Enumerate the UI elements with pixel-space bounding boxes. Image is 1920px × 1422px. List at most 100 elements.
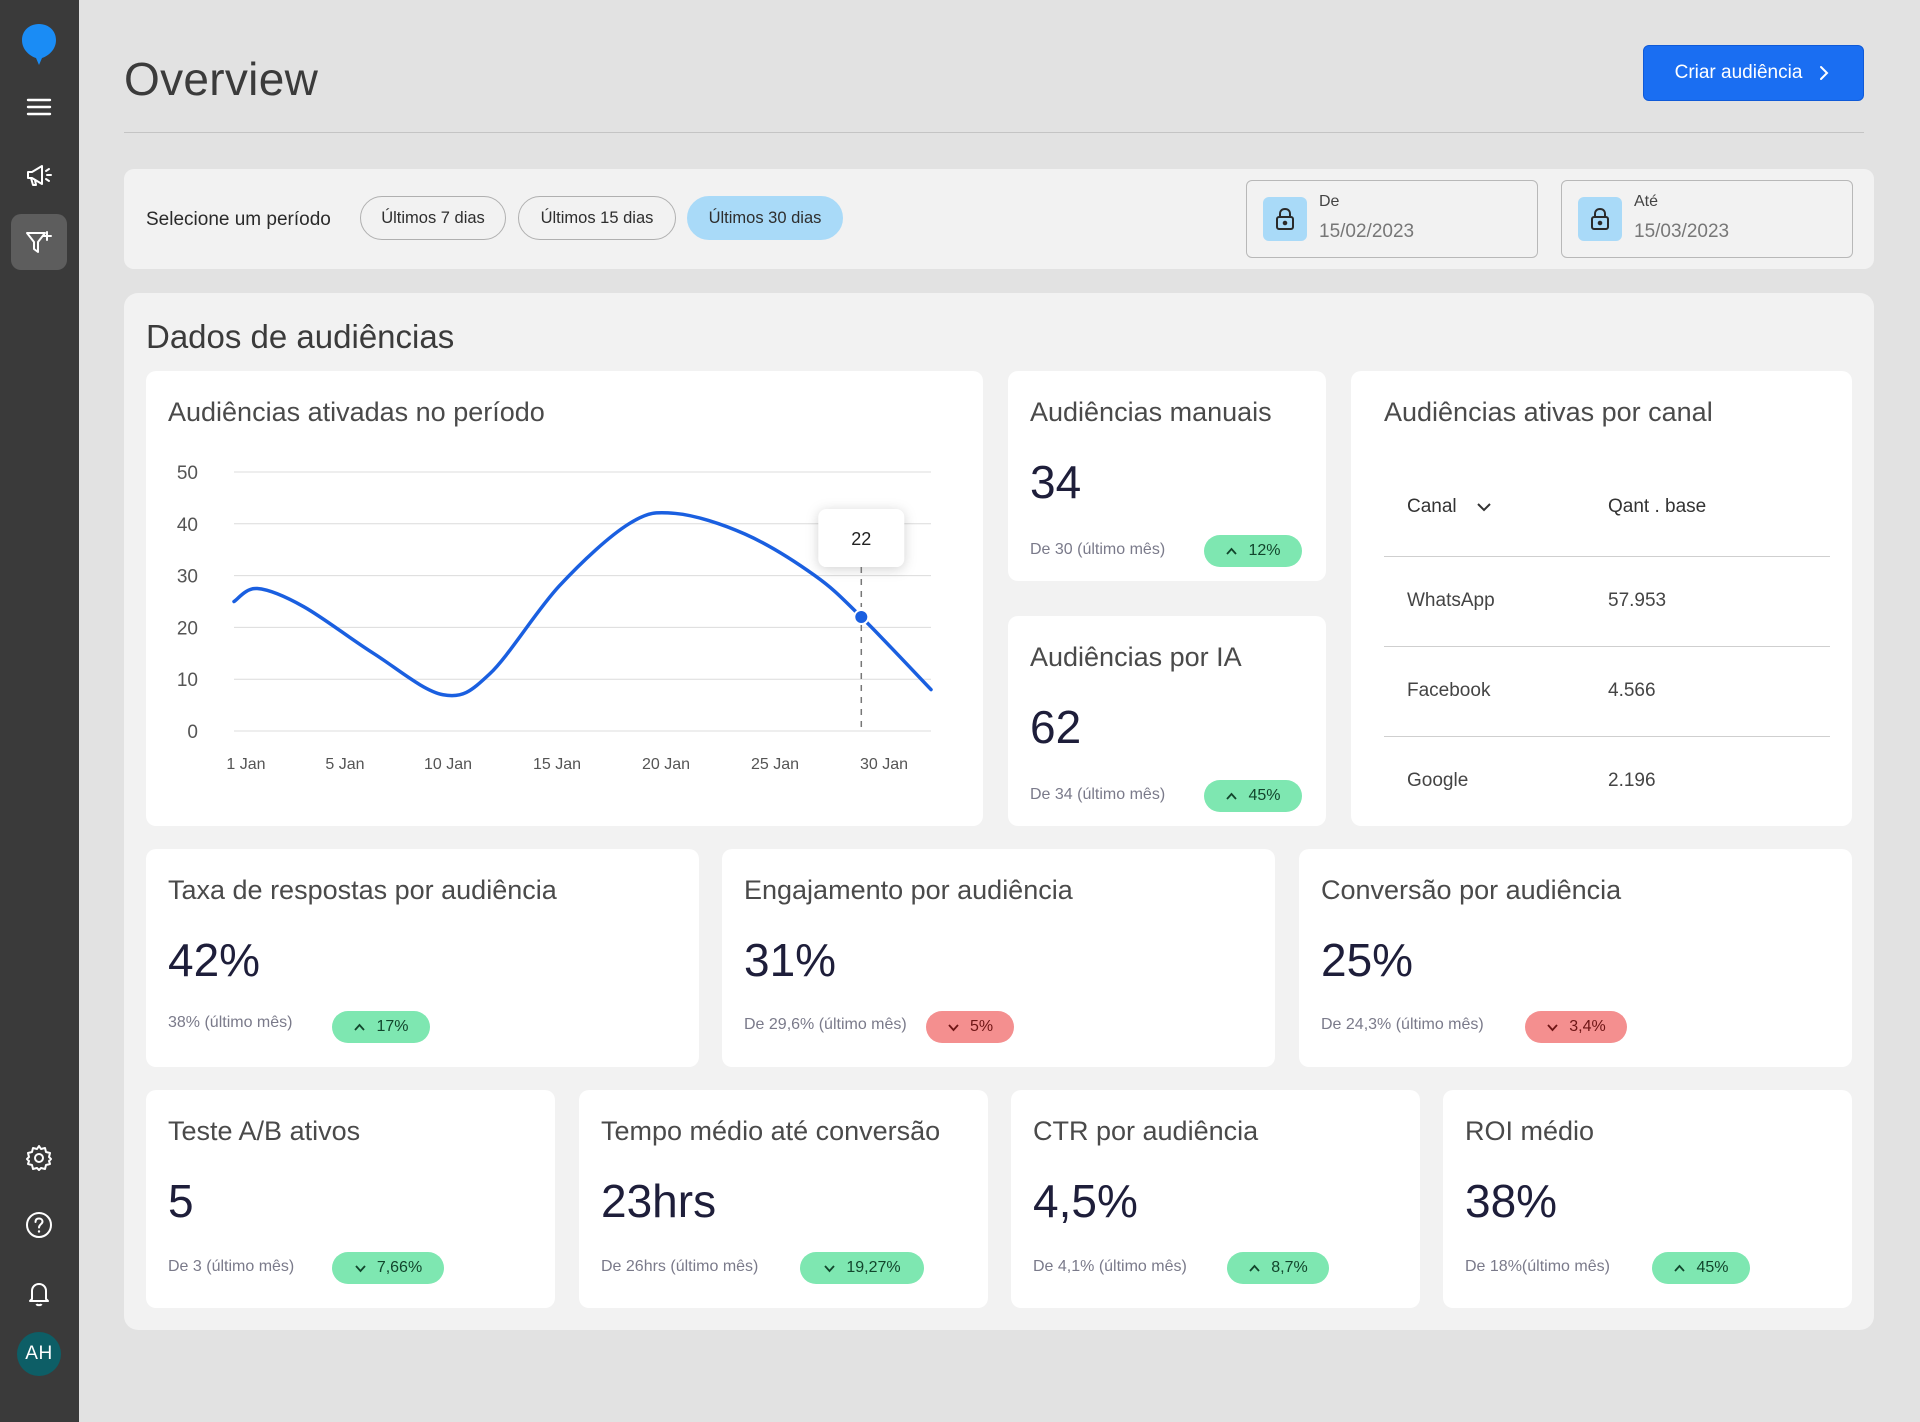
metric-change-badge: 8,7% — [1227, 1252, 1329, 1284]
x-tick-label: 25 Jan — [751, 756, 799, 773]
metric-previous: De 24,3% (último mês) — [1321, 1016, 1484, 1033]
channel-name: Google — [1407, 770, 1469, 791]
y-tick-label: 50 — [177, 463, 198, 484]
x-tick-label: 15 Jan — [533, 756, 581, 773]
panel-title: Dados de audiências — [146, 318, 455, 355]
manual-audiences-card: Audiências manuais 34 De 30 (último mês)… — [1008, 371, 1326, 581]
engagement-card: Engajamento por audiência 31% De 29,6% (… — [722, 849, 1275, 1067]
x-tick-label: 1 Jan — [226, 756, 265, 773]
chevron-up-icon — [1249, 1264, 1260, 1272]
date-from-value: 15/02/2023 — [1319, 221, 1415, 242]
x-tick-label: 30 Jan — [860, 756, 908, 773]
line-chart: 50 40 30 20 10 0 1 Jan 5 Jan 10 Jan 15 Jan 20 Jan… — [177, 463, 933, 773]
roi-card: ROI médio 38% De 18%(último mês) 45% — [1443, 1090, 1852, 1308]
metric-value: 38% — [1465, 1175, 1558, 1227]
y-tick-label: 20 — [177, 618, 198, 639]
ai-change-badge: 45% — [1204, 780, 1302, 812]
period-7-days-button[interactable]: Últimos 7 dias — [360, 196, 506, 240]
avg-conversion-time-card: Tempo médio até conversão 23hrs De 26hrs… — [579, 1090, 988, 1308]
metric-previous: 38% (último mês) — [168, 1014, 293, 1031]
chevron-up-icon — [354, 1023, 366, 1031]
megaphone-icon[interactable] — [11, 147, 67, 203]
x-tick-label: 20 Jan — [642, 756, 690, 773]
metric-change: 5% — [969, 1018, 994, 1035]
settings-icon[interactable] — [11, 1130, 67, 1186]
base-column-header: Qant . base — [1608, 496, 1706, 518]
activated-audiences-chart-card: Audiências ativadas no período 50 40 30 20 1… — [146, 371, 983, 826]
metric-title: Conversão por audiência — [1321, 875, 1622, 905]
create-audience-button[interactable]: Criar audiência — [1643, 45, 1864, 101]
metric-value: 5 — [168, 1175, 194, 1227]
chevron-right-icon — [1820, 66, 1829, 80]
metric-previous: De 18%(último mês) — [1465, 1258, 1610, 1275]
app-logo[interactable] — [20, 22, 58, 66]
metric-value: 4,5% — [1033, 1175, 1138, 1227]
date-to-value: 15/03/2023 — [1634, 221, 1730, 242]
y-tick-label: 40 — [177, 515, 198, 536]
highlight-point[interactable] — [853, 609, 870, 626]
table-divider — [1384, 556, 1830, 557]
chart-tooltip: 22 — [818, 509, 905, 608]
filter-add-icon[interactable] — [11, 214, 67, 270]
metric-previous: De 3 (último mês) — [168, 1258, 295, 1275]
date-from-field[interactable]: De 15/02/2023 — [1246, 180, 1538, 258]
metric-title: Teste A/B ativos — [168, 1116, 361, 1146]
manual-change: 12% — [1248, 542, 1281, 559]
channel-column-label: Canal — [1407, 496, 1457, 517]
metric-title: Engajamento por audiência — [744, 875, 1073, 905]
avatar[interactable]: AH — [17, 1332, 61, 1376]
x-tick-label: 5 Jan — [325, 756, 364, 773]
metric-change-badge: 17% — [332, 1011, 430, 1043]
table-divider — [1384, 646, 1830, 647]
y-tick-label: 0 — [187, 722, 198, 743]
channel-column-header[interactable]: Canal — [1407, 496, 1493, 518]
chart-title: Audiências ativadas no período — [168, 397, 545, 427]
ai-previous: De 34 (último mês) — [1030, 786, 1166, 803]
help-icon[interactable] — [11, 1197, 67, 1253]
manual-change-badge: 12% — [1204, 535, 1302, 567]
ctr-card: CTR por audiência 4,5% De 4,1% (último m… — [1011, 1090, 1420, 1308]
lock-icon — [1263, 197, 1307, 241]
header-divider — [124, 132, 1864, 133]
ai-change: 45% — [1248, 787, 1281, 804]
channel-name: WhatsApp — [1407, 590, 1495, 611]
metric-previous: De 26hrs (último mês) — [601, 1258, 759, 1275]
menu-icon[interactable] — [11, 79, 67, 135]
date-to-caption: Até — [1634, 193, 1659, 210]
metric-change: 19,27% — [846, 1259, 901, 1276]
metric-value: 31% — [744, 934, 837, 986]
page-title: Overview — [124, 53, 319, 105]
period-15-days-button[interactable]: Últimos 15 dias — [518, 196, 676, 240]
metric-previous: De 29,6% (último mês) — [744, 1016, 907, 1033]
metric-title: Taxa de respostas por audiência — [168, 875, 557, 905]
chevron-up-icon — [1226, 547, 1238, 555]
channel-base: 2.196 — [1608, 770, 1656, 791]
date-from-caption: De — [1319, 193, 1340, 210]
ai-title: Audiências por IA — [1030, 642, 1242, 672]
manual-title: Audiências manuais — [1030, 397, 1272, 427]
create-audience-label: Criar audiência — [1674, 62, 1803, 83]
metric-change-badge: 3,4% — [1525, 1011, 1627, 1043]
period-filter-bar: Selecione um período Últimos 7 dias Últi… — [124, 169, 1874, 269]
ai-audiences-card: Audiências por IA 62 De 34 (último mês) … — [1008, 616, 1326, 826]
channel-base: 4.566 — [1608, 680, 1656, 701]
channel-base: 57.953 — [1608, 590, 1667, 611]
metric-change-badge: 7,66% — [332, 1252, 444, 1284]
metric-change-badge: 19,27% — [800, 1252, 924, 1284]
metric-change: 3,4% — [1569, 1018, 1606, 1035]
metric-change: 17% — [376, 1018, 409, 1035]
series-line — [232, 510, 933, 698]
chevron-down-icon — [1547, 1023, 1558, 1031]
date-to-field[interactable]: Até 15/03/2023 — [1561, 180, 1853, 258]
bell-icon[interactable] — [11, 1265, 67, 1321]
lock-icon — [1578, 197, 1622, 241]
manual-previous: De 30 (último mês) — [1030, 541, 1166, 558]
channel-name: Facebook — [1407, 680, 1491, 701]
period-30-days-button[interactable]: Últimos 30 dias — [687, 196, 843, 240]
metric-change-badge: 5% — [926, 1011, 1014, 1043]
metric-title: Tempo médio até conversão — [601, 1116, 941, 1146]
metric-change: 8,7% — [1271, 1259, 1308, 1276]
metric-change: 45% — [1696, 1259, 1729, 1276]
ab-tests-card: Teste A/B ativos 5 De 3 (último mês) 7,6… — [146, 1090, 555, 1308]
audience-data-panel: Dados de audiências Audiências ativadas … — [124, 293, 1874, 1330]
